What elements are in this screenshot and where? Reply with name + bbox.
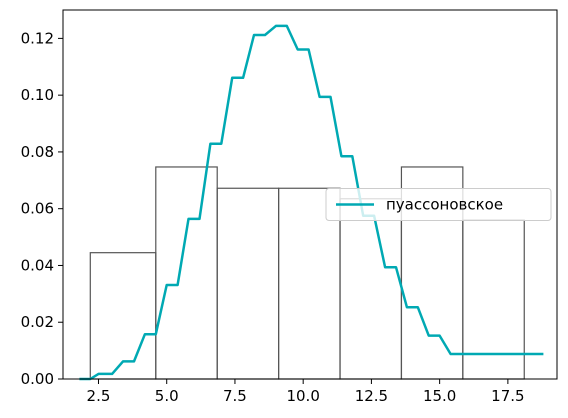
x-tick-label: 10.0 <box>286 387 319 405</box>
x-tick-label: 12.5 <box>355 387 388 405</box>
y-tick-label: 0.00 <box>21 370 54 388</box>
legend-label: пуассоновское <box>386 196 503 214</box>
y-tick-label: 0.08 <box>21 143 54 161</box>
x-tick-label: 17.5 <box>491 387 524 405</box>
x-tick-label: 2.5 <box>87 387 111 405</box>
y-tick-label: 0.02 <box>21 313 54 331</box>
axes-frame <box>62 9 558 380</box>
line-series <box>79 24 544 381</box>
legend-box <box>325 188 552 221</box>
y-tick-label: 0.06 <box>21 200 54 218</box>
x-tick-label: 5.0 <box>155 387 179 405</box>
y-tick-label: 0.04 <box>21 256 54 274</box>
y-axis: 0.00 0.02 0.04 0.06 0.08 0.10 0.12 <box>21 29 63 388</box>
y-tick-label: 0.12 <box>21 29 54 47</box>
x-tick-label: 7.5 <box>223 387 247 405</box>
x-tick-label: 15.0 <box>423 387 456 405</box>
series-line-poisson <box>79 24 544 381</box>
legend: пуассоновское <box>325 188 552 221</box>
y-tick-label: 0.10 <box>21 86 54 104</box>
x-axis: 2.5 5.0 7.5 10.0 12.5 15.0 17.5 <box>87 379 525 405</box>
